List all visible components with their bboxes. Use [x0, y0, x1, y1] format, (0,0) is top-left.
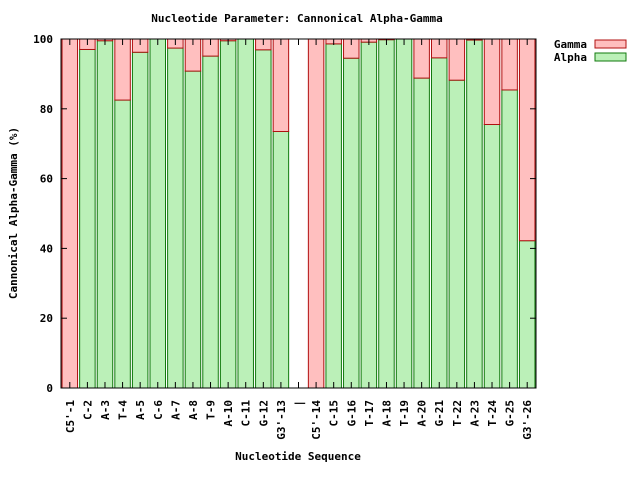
x-tick-label-18: A-18: [380, 400, 393, 427]
bar-alpha-6: [167, 47, 184, 389]
bar-alpha-17: [360, 41, 378, 389]
x-tick-label-7: A-8: [187, 400, 200, 420]
y-tick-label-2: 40: [40, 242, 53, 255]
x-tick-label-9: A-10: [222, 400, 235, 427]
bar-gamma-12: [272, 38, 290, 132]
x-tick-label-20: A-20: [416, 400, 429, 427]
x-tick-label-17: T-17: [363, 400, 376, 427]
bar-alpha-16: [343, 57, 360, 389]
bar-alpha-9: [219, 40, 237, 389]
x-tick-label-14: C5'-14: [310, 400, 323, 440]
x-tick-label-24: T-24: [486, 400, 499, 427]
bar-alpha-24: [483, 124, 501, 389]
legend-label-gamma: Gamma: [554, 38, 587, 51]
bar-gamma-26: [518, 38, 536, 242]
x-tick-label-13: |: [293, 400, 306, 407]
bar-alpha-8: [202, 55, 219, 389]
bar-alpha-5: [149, 38, 167, 389]
x-tick-label-4: A-5: [134, 400, 147, 420]
x-tick-label-21: G-21: [433, 400, 446, 427]
x-tick-label-8: T-9: [205, 400, 218, 420]
bar-alpha-21: [431, 57, 448, 389]
bar-alpha-20: [413, 77, 430, 389]
bar-alpha-7: [184, 70, 202, 389]
y-tick-label-0: 0: [46, 382, 53, 395]
x-tick-label-22: T-22: [451, 400, 464, 427]
bar-alpha-2: [96, 40, 114, 389]
y-tick-label-1: 20: [40, 312, 53, 325]
bar-alpha-19: [395, 38, 413, 389]
y-tick-label-5: 100: [33, 33, 53, 46]
x-tick-label-6: A-7: [169, 400, 182, 420]
x-tick-label-2: A-3: [99, 400, 112, 420]
legend-swatch-alpha: [594, 52, 627, 62]
x-tick-label-12: G3'-13: [275, 400, 288, 440]
x-tick-label-23: A-23: [468, 400, 481, 427]
bar-gamma-22: [448, 38, 466, 81]
legend-swatch-gamma: [594, 39, 627, 49]
bar-alpha-10: [237, 38, 254, 389]
bar-gamma-14: [307, 38, 325, 389]
x-tick-label-3: T-4: [117, 400, 130, 420]
y-axis-label: Cannonical Alpha-Gamma (%): [7, 127, 20, 299]
x-tick-label-10: C-11: [240, 400, 253, 427]
chart-title: Nucleotide Parameter: Cannonical Alpha-G…: [151, 12, 442, 25]
x-tick-label-15: C-15: [328, 400, 341, 427]
x-tick-label-26: G3'-26: [521, 400, 534, 440]
bar-alpha-25: [501, 89, 518, 389]
bar-alpha-4: [131, 51, 149, 389]
bar-alpha-11: [255, 49, 272, 389]
bars-layer: [61, 38, 536, 389]
bar-alpha-15: [325, 43, 342, 389]
x-tick-label-1: C-2: [81, 400, 94, 420]
bar-gamma-3: [114, 38, 131, 101]
bar-alpha-12: [272, 130, 290, 389]
x-axis-label: Nucleotide Sequence: [235, 450, 361, 463]
x-tick-label-11: G-12: [257, 400, 270, 427]
bar-alpha-26: [518, 240, 536, 389]
x-tick-label-16: G-16: [345, 400, 358, 427]
bar-gamma-25: [501, 38, 518, 91]
x-tick-label-5: C-6: [152, 400, 165, 420]
y-tick-label-4: 80: [40, 103, 53, 116]
x-tick-label-25: G-25: [504, 400, 517, 427]
x-tick-label-0: C5'-1: [64, 400, 77, 433]
y-tick-label-3: 60: [40, 173, 53, 186]
bar-alpha-18: [378, 39, 395, 389]
axes-layer: 0 20 40 60 80 100 C5'-1 C-2 A-3 T-4 A-5 C-6 A-7 A-8 T-…: [33, 33, 537, 440]
bar-alpha-1: [79, 48, 96, 389]
bar-alpha-23: [466, 39, 483, 389]
bar-alpha-3: [114, 99, 131, 389]
x-tick-label-19: T-19: [398, 400, 411, 427]
legend-label-alpha: Alpha: [554, 51, 587, 64]
bar-gamma-0: [61, 38, 79, 389]
bar-gamma-24: [483, 38, 501, 126]
bar-alpha-22: [448, 79, 466, 389]
